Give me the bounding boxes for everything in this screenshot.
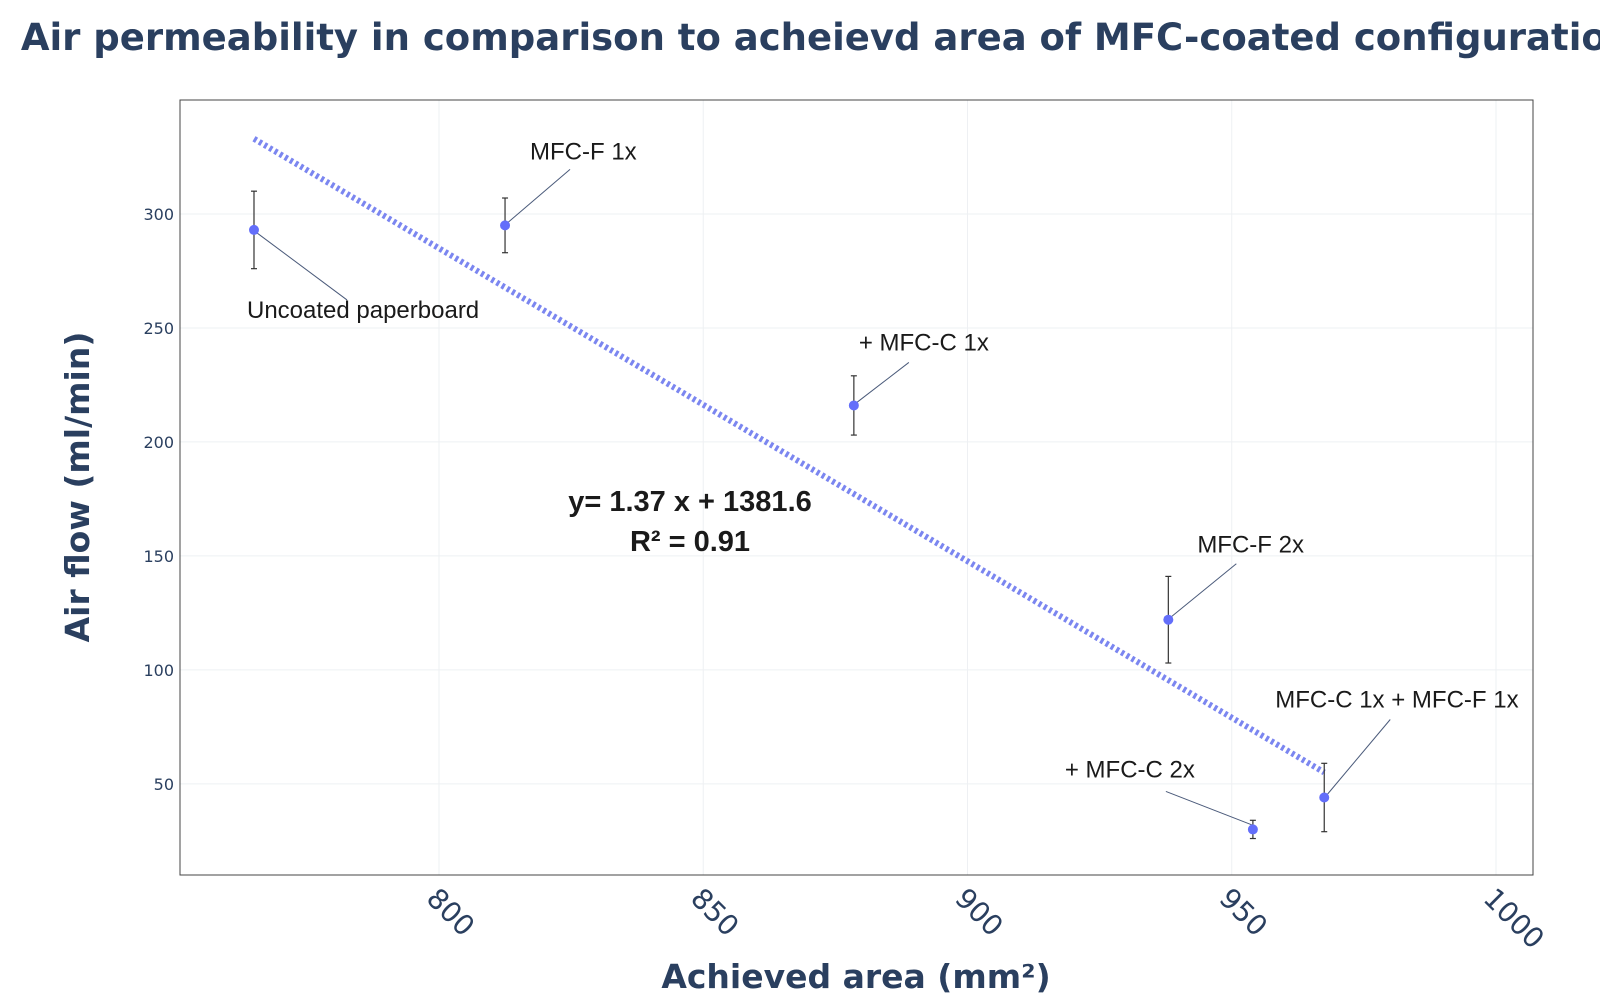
annotation-leaders <box>256 168 1391 827</box>
x-tick-label: 800 <box>420 882 481 943</box>
y-tick-labels: 50 100 150 200 250 300 <box>143 205 174 794</box>
annotation-leader <box>1165 790 1257 827</box>
grid-lines <box>180 100 1533 875</box>
data-point <box>848 400 859 411</box>
y-axis-title: Air flow (ml/min) <box>58 332 97 643</box>
data-markers <box>248 220 1330 835</box>
point-label: + MFC-C 2x <box>1065 756 1195 783</box>
y-tick-label: 200 <box>143 433 174 452</box>
y-tick-label: 150 <box>143 547 174 566</box>
data-point <box>1247 824 1258 835</box>
data-point <box>1163 614 1174 625</box>
point-label: MFC-C 1x + MFC-F 1x <box>1275 687 1518 714</box>
x-tick-label: 950 <box>1213 882 1274 943</box>
point-label: MFC-F 1x <box>530 138 637 165</box>
point-label: MFC-F 2x <box>1197 532 1304 559</box>
y-tick-label: 250 <box>143 319 174 338</box>
y-tick-label: 50 <box>154 775 174 794</box>
x-tick-label: 1000 <box>1477 882 1551 956</box>
trendline-equation: y= 1.37 x + 1381.6 <box>568 486 812 518</box>
data-point <box>248 224 259 235</box>
trendline <box>252 136 1326 776</box>
annotation-leader <box>507 168 571 223</box>
chart-title: Air permeability in comparison to acheie… <box>21 16 1600 59</box>
annotation-leader <box>256 232 348 301</box>
x-tick-label: 850 <box>684 882 745 943</box>
x-axis-title: Achieved area (mm²) <box>661 957 1050 996</box>
annotation-leader <box>856 362 910 403</box>
point-label: Uncoated paperboard <box>247 297 479 324</box>
x-tick-label: 900 <box>949 882 1010 943</box>
point-label: + MFC-C 1x <box>859 329 989 356</box>
x-tick-labels: 800 850 900 950 1000 <box>420 882 1551 956</box>
point-annotations: Uncoated paperboard MFC-F 1x + MFC-C 1x MFC… <box>247 138 1519 783</box>
data-point <box>500 220 511 231</box>
y-tick-label: 300 <box>143 205 174 224</box>
trendline-layer <box>252 136 1326 776</box>
annotation-leader <box>1326 719 1391 795</box>
y-tick-label: 100 <box>143 661 174 680</box>
data-point <box>1319 792 1330 803</box>
trendline-r-squared: R² = 0.91 <box>630 526 750 558</box>
plot-frame <box>179 99 1534 876</box>
annotation-leader <box>1171 563 1237 618</box>
